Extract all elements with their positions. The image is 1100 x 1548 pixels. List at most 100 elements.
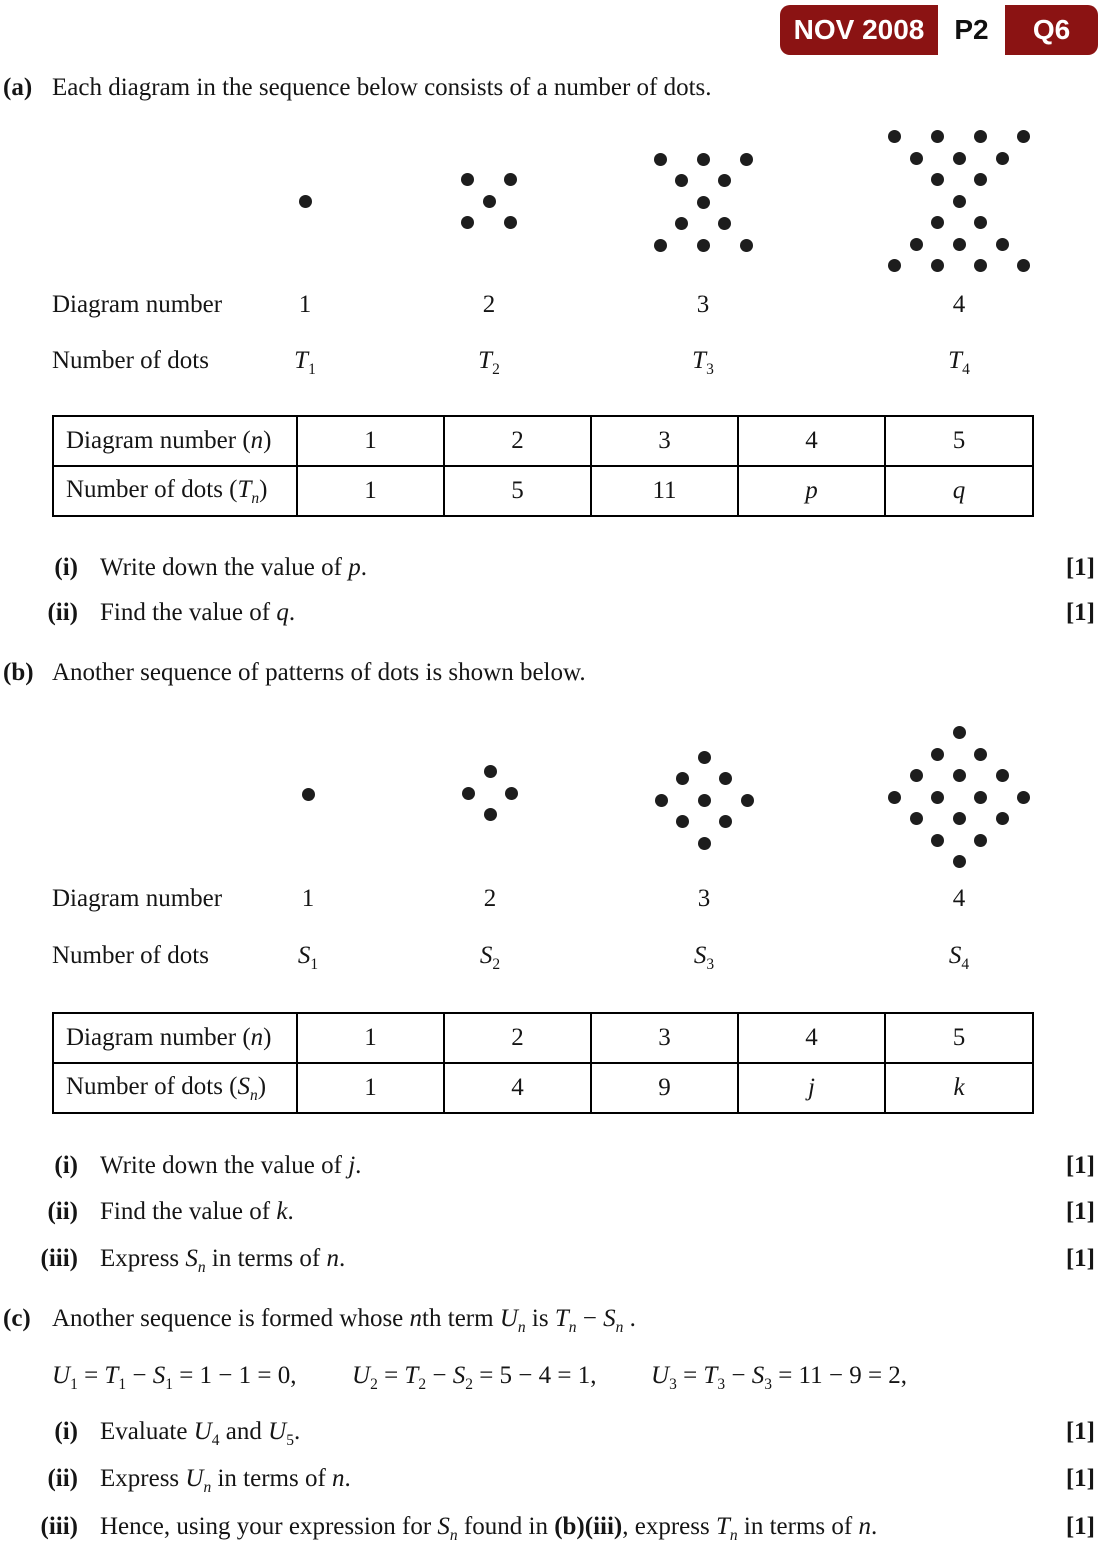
question-text: Write down the value of p. bbox=[100, 554, 367, 581]
dot bbox=[909, 812, 923, 825]
dot bbox=[931, 130, 944, 143]
dot bbox=[974, 259, 987, 272]
equation-U2: U2 = T2 − S2 = 5 − 4 = 1, bbox=[352, 1362, 597, 1393]
caption-a-label-2: Number of dots bbox=[52, 347, 209, 374]
diagram-b-number-3: 3 bbox=[697, 885, 711, 912]
label-T3: T3 bbox=[692, 347, 714, 378]
table-b-cell: 2 bbox=[443, 1012, 592, 1064]
question-a-i: (i) Write down the value of p. [1] bbox=[20, 553, 1095, 583]
dot bbox=[974, 833, 987, 847]
table-a: Diagram number (n) 1 2 3 4 5 Number of d… bbox=[52, 415, 1034, 517]
dot bbox=[952, 769, 966, 782]
mark-allocation: [1] bbox=[1065, 1245, 1095, 1272]
table-a-cell: 3 bbox=[590, 415, 739, 467]
dot bbox=[697, 793, 711, 807]
question-b-iii: (iii) Express Sn in terms of n. [1] bbox=[20, 1244, 1096, 1276]
dot bbox=[931, 259, 944, 272]
question-text: Write down the value of j. bbox=[100, 1152, 362, 1179]
dot bbox=[504, 216, 517, 229]
badge-paper: P2 bbox=[938, 5, 1005, 55]
mark-allocation: [1] bbox=[1065, 599, 1095, 626]
table-a-row-2: Number of dots (Tn) 1 5 11 p q bbox=[52, 465, 1034, 517]
table-a-row-1: Diagram number (n) 1 2 3 4 5 bbox=[52, 415, 1034, 467]
dot bbox=[719, 815, 732, 828]
dot bbox=[461, 173, 474, 186]
section-a-label: (a) bbox=[3, 74, 33, 101]
dot bbox=[909, 237, 923, 251]
caption-a-label-1: Diagram number bbox=[52, 291, 223, 318]
dot bbox=[653, 152, 667, 166]
dot bbox=[931, 173, 944, 186]
table-b-cell: 4 bbox=[443, 1062, 592, 1114]
dot bbox=[697, 836, 711, 850]
table-a-cell: 2 bbox=[443, 415, 592, 467]
dot bbox=[931, 833, 944, 847]
caption-b-label-2: Number of dots bbox=[52, 942, 209, 969]
dot bbox=[1017, 259, 1030, 272]
dot bbox=[696, 152, 710, 166]
dot bbox=[909, 151, 923, 165]
table-b: Diagram number (n) 1 2 3 4 5 Number of d… bbox=[52, 1012, 1034, 1114]
table-b-cell: 1 bbox=[296, 1012, 445, 1064]
mark-allocation: [1] bbox=[1065, 1465, 1095, 1492]
dot bbox=[995, 151, 1009, 165]
question-number: (ii) bbox=[47, 1465, 78, 1492]
question-c-i: (i) Evaluate U4 and U5. [1] bbox=[20, 1417, 1095, 1449]
dot bbox=[888, 130, 901, 143]
dot bbox=[931, 216, 944, 229]
dot bbox=[676, 815, 689, 828]
dot bbox=[952, 726, 966, 739]
dot bbox=[888, 259, 901, 272]
question-c-iii: (iii) Hence, using your expression for Sn… bbox=[20, 1512, 1096, 1544]
diagram-a-number-4: 4 bbox=[952, 291, 966, 318]
dot bbox=[482, 194, 496, 208]
dot bbox=[974, 216, 987, 229]
table-b-cell: j bbox=[737, 1062, 886, 1114]
mark-allocation: [1] bbox=[1065, 1418, 1095, 1445]
dot bbox=[675, 217, 688, 230]
table-a-cell: p bbox=[737, 465, 886, 517]
dot bbox=[301, 787, 315, 801]
question-b-ii: (ii) Find the value of k. [1] bbox=[20, 1197, 1095, 1227]
dot bbox=[952, 194, 966, 208]
dot bbox=[675, 174, 688, 187]
table-a-row1-label: Diagram number (n) bbox=[52, 415, 298, 467]
dot bbox=[995, 237, 1009, 251]
dot bbox=[739, 152, 753, 166]
dot bbox=[718, 217, 731, 230]
question-text: Evaluate U4 and U5. bbox=[100, 1418, 301, 1449]
dot bbox=[974, 747, 987, 761]
dot bbox=[909, 769, 923, 782]
dot bbox=[952, 237, 966, 251]
question-number: (iii) bbox=[40, 1513, 79, 1540]
table-a-cell: 11 bbox=[590, 465, 739, 517]
table-a-cell: 1 bbox=[296, 465, 445, 517]
dot bbox=[483, 765, 497, 778]
dot bbox=[654, 793, 668, 807]
dot bbox=[952, 812, 966, 825]
dot bbox=[719, 772, 732, 785]
table-a-cell: 4 bbox=[737, 415, 886, 467]
label-T1: T1 bbox=[294, 347, 316, 378]
diagram-a-number-2: 2 bbox=[482, 291, 496, 318]
label-S4: S4 bbox=[948, 942, 970, 973]
table-b-row1-label: Diagram number (n) bbox=[52, 1012, 298, 1064]
dot bbox=[952, 151, 966, 165]
question-number: (ii) bbox=[47, 1198, 78, 1225]
dot bbox=[461, 216, 474, 229]
header-badge: NOV 2008 P2 Q6 bbox=[780, 5, 1098, 55]
dot bbox=[505, 786, 518, 800]
dot bbox=[995, 812, 1009, 825]
dot bbox=[653, 238, 667, 252]
diagram-b-number-2: 2 bbox=[483, 885, 497, 912]
table-b-cell: 5 bbox=[884, 1012, 1034, 1064]
dot bbox=[974, 173, 987, 186]
question-number: (i) bbox=[54, 554, 78, 581]
diagram-a-number-3: 3 bbox=[696, 291, 710, 318]
label-S2: S2 bbox=[479, 942, 501, 973]
diagram-b-number-4: 4 bbox=[952, 885, 966, 912]
section-c-heading: (c) Another sequence is formed whose nth … bbox=[3, 1304, 636, 1336]
table-b-cell: 3 bbox=[590, 1012, 739, 1064]
question-number: (ii) bbox=[47, 599, 78, 626]
